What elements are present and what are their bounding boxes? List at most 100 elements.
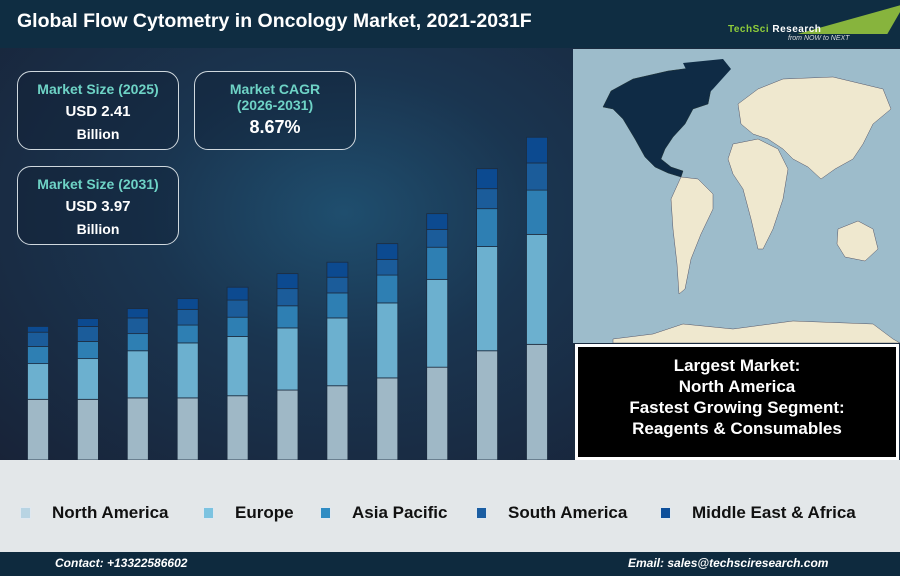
kpi-unit: Billion	[76, 221, 120, 237]
bar-segment-europe-2030F	[476, 246, 499, 352]
bar-segment-north-america-2029F	[426, 366, 449, 461]
bar-segment-europe-2029F	[426, 278, 449, 368]
bar-segment-north-america-2023	[126, 397, 149, 461]
bar-segment-asia-pacific-2027F	[326, 292, 349, 319]
bar-segment-europe-2025	[226, 336, 249, 397]
kpi-market-cagr: Market CAGR (2026-2031) 8.67%	[194, 71, 356, 150]
bar-segment-south-america-2030F	[476, 188, 499, 210]
bar-segment-south-america-2031F	[526, 162, 548, 191]
bar-segment-middle-east-africa-2030F	[476, 168, 499, 190]
bar-segment-south-america-2028F	[376, 258, 399, 276]
contact-email: Email: sales@techsciresearch.com	[628, 556, 829, 570]
kpi-market-size-2031: Market Size (2031) USD 3.97 Billion	[17, 166, 179, 245]
bar-segment-north-america-2030F	[476, 350, 499, 461]
bar-segment-europe-2031F	[526, 233, 548, 345]
legend-label: Asia Pacific	[352, 503, 448, 522]
europe-asia-shape	[737, 76, 892, 180]
bar-segment-middle-east-africa-2024	[176, 298, 199, 310]
logo-name: TechSci Research	[728, 24, 821, 35]
contact-phone: Contact: +13322586602	[55, 556, 188, 570]
bar-segment-asia-pacific-2021	[27, 346, 49, 365]
bar-segment-middle-east-africa-2031F	[526, 136, 548, 164]
bar-segment-south-america-2026E	[276, 288, 299, 307]
bar-segment-asia-pacific-2023	[126, 333, 149, 352]
legend-swatch	[320, 507, 331, 519]
largest-market-value: North America	[678, 377, 796, 396]
footer: Contact: +13322586602 Email: sales@techs…	[0, 552, 900, 576]
header: Global Flow Cytometry in Oncology Market…	[0, 0, 900, 48]
bar-segment-south-america-2023	[126, 317, 149, 335]
logo-tagline: from NOW to NEXT	[788, 35, 850, 42]
bar-segment-middle-east-africa-2023	[126, 308, 149, 319]
bar-segment-north-america-2031F	[526, 343, 548, 461]
greenland-shape	[683, 59, 731, 99]
bar-segment-middle-east-africa-2027F	[326, 261, 349, 278]
bar-segment-europe-2027F	[326, 317, 349, 387]
legend-label: South America	[508, 503, 628, 522]
logo-name-part1: TechSci	[728, 24, 770, 35]
bar-segment-north-america-2024	[176, 397, 199, 461]
bar-segment-asia-pacific-2022	[77, 341, 99, 360]
legend-swatch	[476, 507, 487, 519]
bar-segment-north-america-2026E	[276, 389, 299, 461]
bar-segment-north-america-2025	[226, 395, 249, 461]
bar-segment-middle-east-africa-2021	[27, 326, 49, 333]
fastest-segment-value: Reagents & Consumables	[632, 419, 842, 438]
legend-label: Europe	[235, 503, 294, 522]
bar-segment-south-america-2025	[226, 299, 249, 318]
bar-segment-middle-east-africa-2025	[226, 286, 249, 301]
bar-segment-asia-pacific-2030F	[476, 208, 499, 247]
page-title: Global Flow Cytometry in Oncology Market…	[17, 10, 532, 32]
key-insights-box: Largest Market: North America Fastest Gr…	[575, 344, 899, 460]
bar-segment-europe-2024	[176, 342, 199, 399]
kpi-label: Market Size (2025)	[37, 81, 159, 97]
bar-segment-asia-pacific-2024	[176, 324, 199, 344]
kpi-label: Market CAGR	[229, 81, 321, 97]
bar-segment-middle-east-africa-2029F	[426, 213, 449, 230]
legend-swatch	[660, 507, 671, 519]
kpi-label: Market Size (2031)	[37, 176, 159, 192]
bar-segment-south-america-2027F	[326, 276, 349, 294]
antarctica-shape	[612, 320, 900, 344]
kpi-market-size-2025: Market Size (2025) USD 2.41 Billion	[17, 71, 179, 150]
bar-segment-north-america-2027F	[326, 385, 349, 461]
techsci-logo: TechSci Research from NOW to NEXT	[720, 2, 900, 46]
bar-segment-europe-2022	[77, 358, 99, 400]
kpi-unit: Billion	[76, 126, 120, 142]
bar-segment-europe-2028F	[376, 302, 399, 379]
legend-item-middle-east-africa: Middle East & Africa	[660, 503, 856, 523]
bar-segment-asia-pacific-2026E	[276, 305, 299, 329]
bar-segment-north-america-2028F	[376, 377, 399, 461]
kpi-value: 8.67%	[249, 117, 301, 137]
south-america-shape	[670, 176, 714, 295]
bar-segment-middle-east-africa-2028F	[376, 243, 399, 260]
bar-segment-europe-2021	[27, 363, 49, 400]
bar-segment-asia-pacific-2031F	[526, 189, 548, 235]
bar-segment-north-america-2021	[27, 398, 49, 461]
bar-segment-south-america-2022	[77, 326, 99, 342]
bar-segment-south-america-2021	[27, 331, 49, 347]
kpi-value: USD 3.97	[65, 198, 131, 215]
legend-item-europe: Europe	[203, 503, 294, 523]
legend-swatch	[203, 507, 214, 519]
legend-label: Middle East & Africa	[692, 503, 856, 522]
legend-item-asia-pacific: Asia Pacific	[320, 503, 447, 523]
bar-segment-europe-2026E	[276, 327, 299, 391]
kpi-period: (2026-2031)	[236, 97, 314, 113]
largest-market-label: Largest Market:	[673, 356, 801, 375]
australia-shape	[836, 220, 879, 262]
legend-item-south-america: South America	[476, 503, 627, 523]
bar-segment-south-america-2029F	[426, 228, 449, 248]
bar-segment-asia-pacific-2029F	[426, 246, 449, 280]
bar-segment-europe-2023	[126, 350, 149, 399]
bar-segment-asia-pacific-2025	[226, 316, 249, 337]
kpi-value: USD 2.41	[65, 103, 131, 120]
bar-segment-south-america-2024	[176, 308, 199, 326]
bar-segment-middle-east-africa-2026E	[276, 273, 299, 290]
bar-segment-north-america-2022	[77, 398, 99, 461]
world-map	[573, 49, 900, 344]
legend-swatch	[20, 507, 31, 519]
chart-legend: North America Europe Asia Pacific South …	[0, 460, 900, 552]
legend-item-north-america: North America	[20, 503, 169, 523]
africa-shape	[727, 138, 789, 250]
